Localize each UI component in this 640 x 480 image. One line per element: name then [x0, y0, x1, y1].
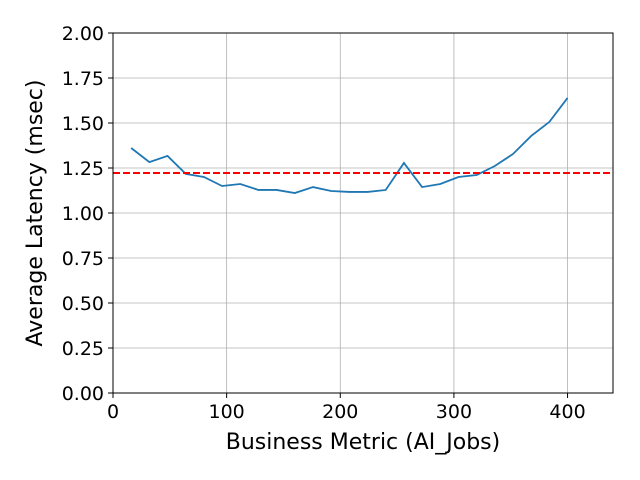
- y-tick-label: 2.00: [62, 23, 104, 45]
- y-tick-label: 0.25: [62, 338, 104, 360]
- x-tick-label: 400: [549, 401, 585, 423]
- x-tick-label: 100: [209, 401, 245, 423]
- y-tick-label: 1.75: [62, 68, 104, 90]
- data-line: [130, 97, 569, 194]
- y-tick-label: 0.00: [62, 383, 104, 405]
- x-tick-label: 0: [107, 401, 119, 423]
- y-tick-label: 0.50: [62, 293, 104, 315]
- x-tick-label: 300: [436, 401, 472, 423]
- y-axis-label: Average Latency (msec): [23, 80, 48, 347]
- x-tick-label: 200: [322, 401, 358, 423]
- y-tick-label: 0.75: [62, 248, 104, 270]
- x-axis-label: Business Metric (AI_Jobs): [226, 430, 500, 455]
- plot-frame: [112, 32, 614, 394]
- y-tick-label: 1.50: [62, 113, 104, 135]
- y-tick-label: 1.00: [62, 203, 104, 225]
- y-tick-label: 1.25: [62, 158, 104, 180]
